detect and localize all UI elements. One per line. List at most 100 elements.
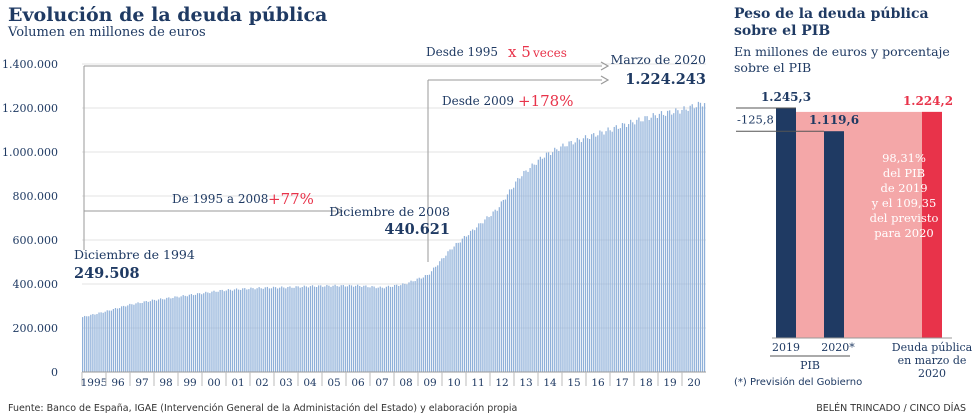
debt-bar — [361, 286, 363, 372]
debt-bar — [679, 113, 681, 372]
debt-bar — [348, 284, 351, 372]
debt-bar — [664, 115, 667, 373]
debt-bar — [240, 289, 242, 372]
debt-bar — [157, 299, 160, 372]
x-tick-label: 1995 — [81, 377, 108, 389]
debt-bar — [291, 287, 293, 372]
debt-bar — [603, 134, 605, 372]
debt-bar — [186, 296, 188, 372]
debt-bar — [615, 125, 617, 372]
debt-bar — [141, 303, 143, 372]
debt-bar — [346, 286, 349, 372]
debt-bar — [248, 289, 250, 372]
debt-bar — [285, 288, 287, 372]
debt-bar — [203, 293, 205, 372]
debt-bar — [238, 289, 240, 372]
debt-bar — [474, 230, 476, 372]
debt-bar — [272, 286, 275, 372]
debt-bar — [162, 299, 164, 372]
debt-bar — [564, 146, 566, 372]
debt-bar — [424, 275, 427, 372]
debt-bar — [192, 295, 195, 372]
debt-bar — [213, 290, 215, 372]
x-tick-label: 04 — [303, 377, 317, 389]
debt-bar — [102, 312, 104, 372]
debt-bar — [367, 287, 369, 372]
range-1995-2008-pct: +77% — [268, 190, 314, 208]
debt-bar — [472, 229, 474, 372]
x-tick-label: 09 — [423, 377, 436, 389]
debt-bar — [229, 289, 232, 372]
debt-bar — [445, 255, 447, 372]
x-tick-label: 99 — [183, 377, 196, 389]
debt-bar — [490, 216, 492, 372]
debt-bar — [190, 294, 193, 372]
debt-bar — [461, 238, 463, 372]
debt-bar — [576, 137, 578, 372]
debt-bar — [250, 287, 252, 372]
debt-bar — [697, 101, 700, 372]
x-tick-label: 08 — [399, 377, 412, 389]
debt-bar — [359, 285, 361, 372]
debt-bar — [506, 194, 509, 372]
debt-bar — [695, 107, 697, 372]
debt-bar — [344, 286, 346, 372]
debt-bar — [207, 292, 209, 372]
debt-bar — [328, 285, 330, 372]
debt-bar — [416, 278, 418, 372]
debt-bar — [402, 283, 404, 372]
debt-bar — [334, 284, 336, 372]
debt-bar — [502, 199, 505, 372]
bar-category-label: 2019 — [772, 341, 800, 354]
debt-bar — [439, 261, 441, 372]
debt-bar — [562, 143, 564, 372]
debt-bar — [371, 286, 373, 372]
debt-bar — [517, 178, 519, 372]
debt-bar — [196, 293, 199, 372]
debt-category-label: Deuda pública — [892, 341, 973, 354]
debt-bar — [355, 285, 357, 372]
debt-bar — [658, 113, 661, 372]
debt-bar — [441, 258, 443, 372]
debt-bar — [172, 297, 174, 372]
debt-bar — [628, 124, 630, 372]
debt-bar — [277, 288, 279, 372]
debt-bar — [617, 128, 619, 372]
y-tick-label: 800.000 — [13, 190, 59, 203]
x-tick-label: 18 — [639, 377, 652, 389]
debt-bar — [123, 305, 125, 372]
debt-bar — [223, 291, 225, 372]
main-chart-subtitle: Volumen en millones de euros — [8, 25, 206, 40]
x-tick-label: 03 — [279, 377, 292, 389]
debt-bar — [289, 286, 291, 372]
debt-bar — [260, 288, 262, 372]
debt-bar — [414, 281, 416, 372]
debt-bar — [685, 109, 687, 372]
debt-bar — [433, 267, 435, 372]
debt-bar — [511, 189, 513, 372]
x-tick-label: 01 — [231, 377, 244, 389]
arrow-head — [334, 206, 344, 216]
y-tick-label: 1.400.000 — [2, 58, 58, 71]
debt-bar — [691, 104, 693, 373]
debt-bar — [215, 291, 217, 372]
debt-bar — [398, 285, 400, 372]
debt-bar — [116, 308, 119, 372]
debt-bar — [537, 159, 539, 372]
debt-bar — [96, 314, 98, 372]
debt-bar — [279, 287, 281, 372]
debt-bar — [545, 152, 548, 372]
debt-bar — [201, 294, 203, 372]
debt-bar — [305, 286, 307, 372]
debt-bar — [451, 249, 453, 372]
gdp-bar-value: 1.119,6 — [809, 113, 859, 127]
debt-bar — [673, 113, 675, 373]
debt-bar — [609, 130, 611, 372]
end-value-label: 1.224.243 — [625, 71, 706, 88]
debt-bar — [656, 118, 658, 372]
ratio-text-line: y el 109,35 — [871, 196, 937, 210]
x-tick-label: 02 — [255, 377, 268, 389]
debt-bar — [301, 287, 303, 372]
debt-bar — [350, 285, 353, 372]
debt-bar — [194, 294, 197, 372]
